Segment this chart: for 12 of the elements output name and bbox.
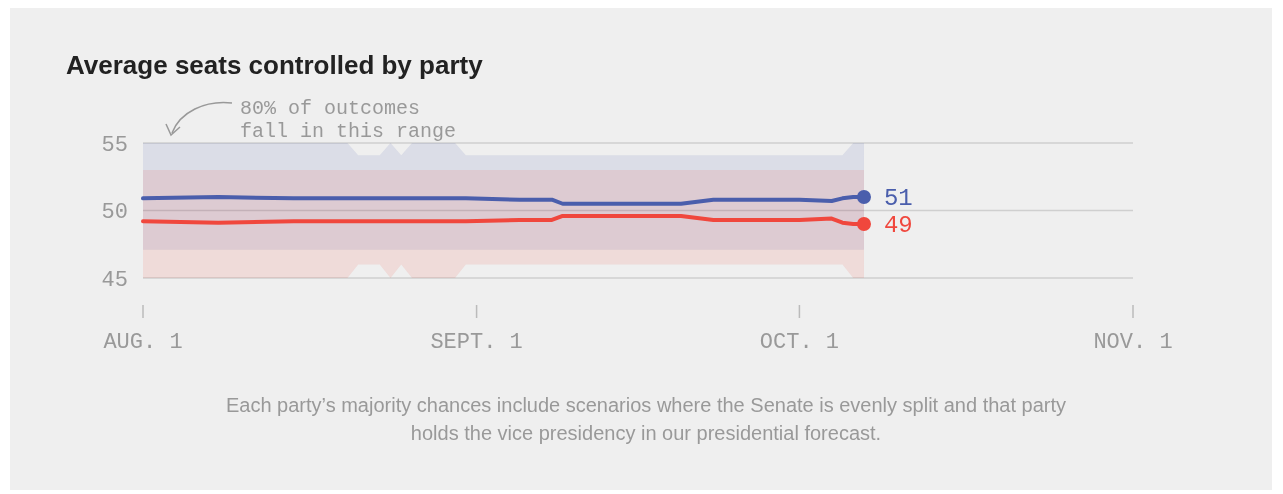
chart-title: Average seats controlled by party xyxy=(66,50,484,80)
y-tick-label: 45 xyxy=(101,267,128,293)
y-tick-label: 50 xyxy=(101,200,128,226)
data-label: 49 xyxy=(883,212,913,240)
data-label: 51 xyxy=(883,185,913,213)
x-tick-label: SEPT. 1 xyxy=(430,330,523,355)
x-tick-label: OCT. 1 xyxy=(759,330,840,355)
annotation: 80% of outcomes fall in this range xyxy=(240,97,457,143)
y-tick-label: 55 xyxy=(101,132,128,158)
x-tick-label: AUG. 1 xyxy=(103,330,183,355)
x-tick-label: NOV. 1 xyxy=(1093,330,1173,355)
text: Each party’s majority chances include scenarios where the Senate is evenly split and that party holds the vice presidency in our presidential forecast. xyxy=(225,394,1067,444)
